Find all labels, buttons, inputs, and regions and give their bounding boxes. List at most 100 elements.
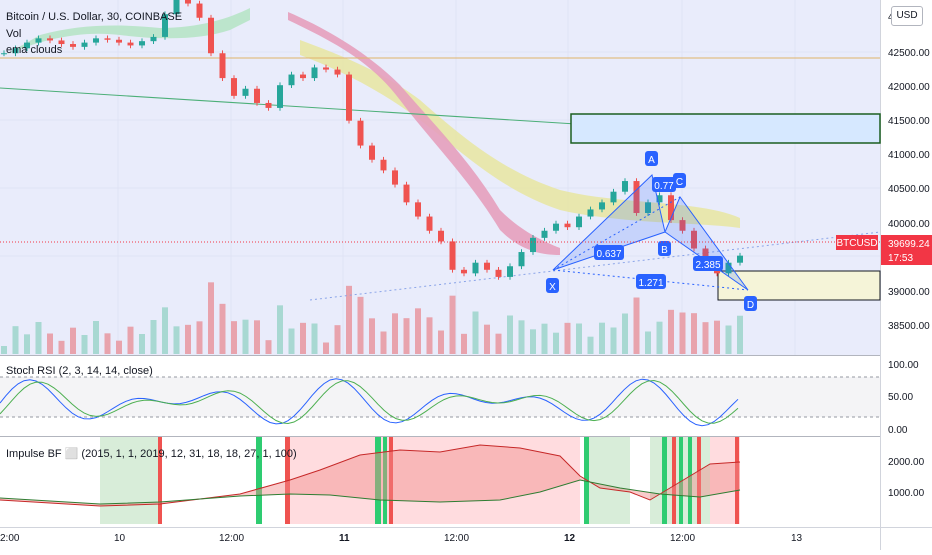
- volume-bar: [553, 332, 559, 354]
- volume-bar: [47, 333, 53, 354]
- volume-bar: [311, 323, 318, 354]
- volume-bar: [323, 342, 329, 354]
- volume-bar: [622, 313, 628, 354]
- volume-bar: [162, 307, 168, 354]
- price-tick: 41500.00: [888, 116, 930, 127]
- candle-body: [622, 181, 628, 192]
- ratio-badge: [693, 256, 723, 271]
- candle-body: [737, 255, 743, 263]
- candle-body: [541, 230, 548, 238]
- volume-bar: [288, 328, 295, 354]
- candle-body: [185, 0, 191, 4]
- stoch-tick: 50.00: [888, 392, 913, 403]
- volume-bar: [300, 322, 306, 354]
- volume-bar: [150, 320, 157, 354]
- candle-body: [311, 67, 318, 79]
- volume-bar: [24, 334, 30, 354]
- ema-clouds-indicator-label[interactable]: ema clouds: [6, 44, 63, 56]
- candle-body: [633, 181, 640, 213]
- volume-bar: [415, 308, 421, 354]
- candle-body: [587, 209, 594, 217]
- impulse-label[interactable]: Impulse BF ⬜ (2015, 1, 1, 2019, 12, 31, …: [6, 447, 297, 460]
- ratio-badge: [652, 177, 676, 192]
- price-tick: 42500.00: [888, 48, 930, 59]
- candle-body: [242, 88, 249, 96]
- volume-bar: [208, 282, 214, 354]
- point-x-badge: [546, 278, 559, 293]
- volume-bar: [127, 326, 134, 354]
- volume-bar: [541, 323, 548, 354]
- volume-bar: [346, 285, 352, 354]
- point-d-badge: [744, 296, 757, 311]
- candle-body: [369, 145, 375, 160]
- candle-body: [668, 195, 674, 221]
- volume-bar: [380, 331, 387, 354]
- stoch-tick: 100.00: [888, 360, 919, 371]
- time-label: 12: [564, 533, 576, 544]
- candle-body: [725, 262, 732, 274]
- candle-body: [576, 216, 582, 228]
- time-label: 12:00: [444, 533, 469, 544]
- candle-body: [219, 53, 226, 79]
- time-label: 10: [114, 533, 126, 544]
- dotted-trendline[interactable]: [309, 231, 881, 301]
- volume-bar: [438, 330, 444, 354]
- candle-body: [530, 237, 536, 253]
- volume-bar: [610, 327, 617, 354]
- volume-bars: [1, 282, 743, 354]
- candle-body: [12, 48, 19, 54]
- candle-body: [599, 202, 605, 210]
- candle-body: [426, 216, 433, 231]
- ratio-label: 0.637: [596, 249, 621, 260]
- ratio-label: 2.385: [695, 260, 720, 271]
- volume-bar: [599, 322, 605, 354]
- volume-bar: [426, 317, 433, 354]
- volume-bar: [369, 318, 375, 354]
- candle-body: [495, 269, 502, 277]
- candle-body: [47, 38, 53, 41]
- countdown-value: 17:53: [888, 253, 913, 264]
- volume-bar: [58, 340, 65, 354]
- chart-title[interactable]: Bitcoin / U.S. Dollar, 30, COINBASE: [6, 11, 182, 23]
- point-d-label: D: [747, 300, 754, 311]
- volume-bar: [242, 319, 249, 354]
- candle-body: [231, 78, 237, 96]
- volume-bar: [70, 327, 76, 354]
- supply-zone[interactable]: [570, 113, 881, 144]
- price-tick: 39000.00: [888, 287, 930, 298]
- ratio-badge: [636, 274, 666, 289]
- candle-body: [403, 184, 410, 203]
- point-b-label: B: [661, 245, 668, 256]
- candle-body: [1, 53, 7, 55]
- volume-bar: [104, 333, 111, 354]
- volume-bar: [1, 346, 7, 354]
- time-label: 2:00: [0, 533, 20, 544]
- ratio-label: 0.77: [654, 181, 674, 192]
- candle-body: [679, 220, 686, 231]
- candle-body: [35, 38, 42, 43]
- stoch-rsi-label[interactable]: Stoch RSI (2, 3, 14, 14, close): [6, 365, 153, 377]
- candle-body: [346, 74, 352, 121]
- time-label: 12:00: [219, 533, 244, 544]
- price-tick: 38500.00: [888, 321, 930, 332]
- volume-bar: [484, 324, 490, 354]
- volume-bar: [392, 313, 398, 354]
- volume-indicator-label[interactable]: Vol: [6, 28, 21, 40]
- volume-bar: [576, 323, 582, 354]
- candle-body: [104, 38, 111, 40]
- candle-body: [139, 41, 145, 46]
- volume-bar: [231, 321, 237, 354]
- currency-button[interactable]: USD: [891, 6, 923, 26]
- time-label: 11: [339, 533, 350, 544]
- candle-body: [300, 74, 306, 79]
- impulse-tick: 1000.00: [888, 488, 925, 499]
- price-tick: 40000.00: [888, 219, 930, 230]
- candle-body: [196, 3, 203, 18]
- ratio-badge: [594, 245, 624, 260]
- candle-body: [507, 266, 513, 277]
- ema-cloud-early: [5, 8, 250, 55]
- volume-bar: [679, 312, 686, 354]
- time-label: 12:00: [670, 533, 695, 544]
- point-c-badge: [673, 173, 686, 188]
